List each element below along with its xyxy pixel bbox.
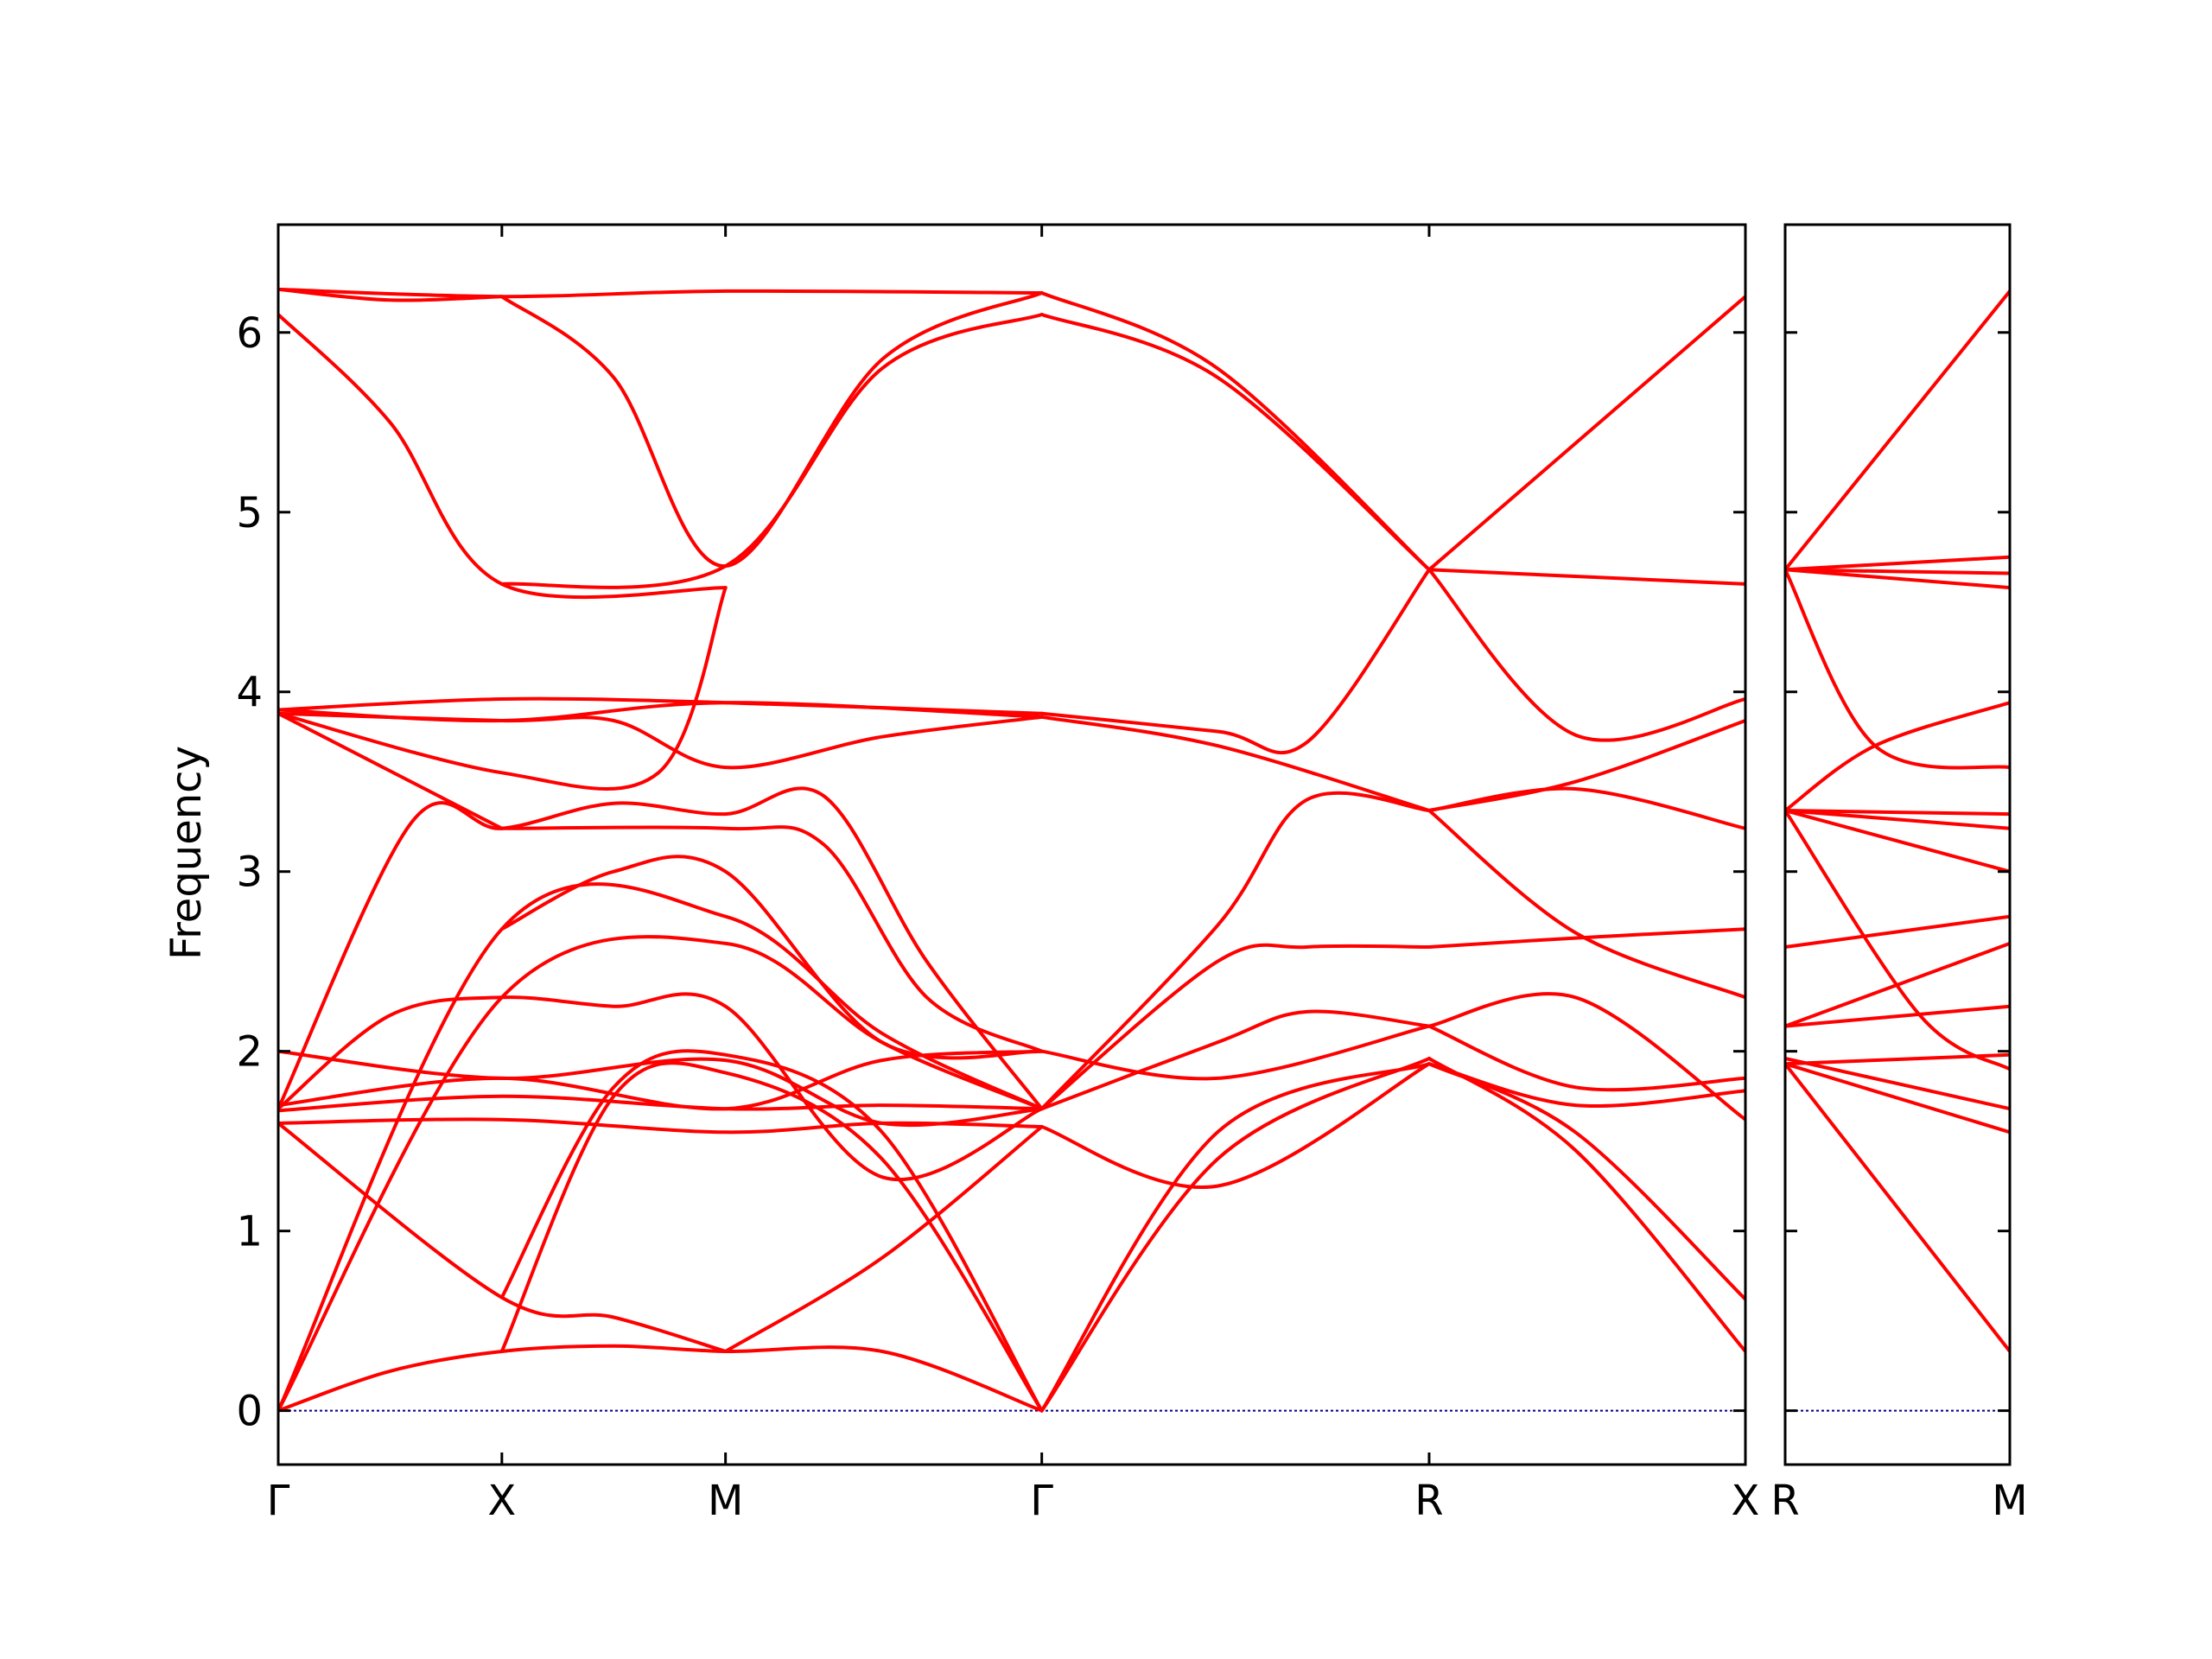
band-line-45 bbox=[1427, 1024, 1745, 1092]
band-line-10 bbox=[1785, 809, 2010, 1071]
plot-frame bbox=[276, 223, 1747, 1466]
band-line-5 bbox=[499, 1061, 1044, 1413]
y-tick-label: 2 bbox=[236, 1028, 263, 1077]
band-line-15 bbox=[499, 855, 1044, 1060]
band-line-3 bbox=[278, 882, 1044, 1413]
x-tick-label: X bbox=[487, 1477, 516, 1525]
band-line-35 bbox=[1039, 1057, 1431, 1413]
band-line-44 bbox=[1427, 992, 1745, 1122]
band-line-30 bbox=[1039, 791, 1431, 1111]
band-line-12 bbox=[278, 992, 1044, 1181]
band-line-46 bbox=[1427, 1062, 1745, 1301]
band-line-8 bbox=[1785, 809, 2010, 830]
band-line-36 bbox=[1039, 1062, 1431, 1413]
band-line-47 bbox=[1427, 1057, 1745, 1353]
band-line-37 bbox=[1427, 568, 1745, 586]
band-line-26 bbox=[1039, 291, 1431, 572]
band-line-20 bbox=[278, 701, 1044, 723]
band-line-17 bbox=[278, 586, 728, 791]
band-line-22 bbox=[278, 287, 1044, 299]
band-line-28 bbox=[1039, 568, 1431, 754]
band-line-39 bbox=[1427, 295, 1745, 572]
band-line-4 bbox=[278, 1121, 728, 1353]
band-line-4 bbox=[1785, 568, 2010, 590]
band-line-7 bbox=[723, 1125, 1044, 1353]
x-tick-label: M bbox=[1992, 1477, 2027, 1525]
x-tick-label: R bbox=[1414, 1477, 1443, 1525]
y-tick-label: 1 bbox=[236, 1208, 263, 1256]
panel-1: 0 1 2 3 4 5 6 Γ X M Γ R X bbox=[236, 223, 1760, 1525]
band-line-16 bbox=[1785, 1062, 2010, 1135]
y-tick-label: 0 bbox=[236, 1388, 263, 1436]
y-tick-label: 4 bbox=[236, 669, 263, 717]
band-line-14 bbox=[1785, 1052, 2010, 1066]
y-tick-label: 6 bbox=[236, 309, 263, 358]
band-line-15 bbox=[1785, 1057, 2010, 1111]
band-line-14 bbox=[499, 825, 1044, 1053]
band-line-11 bbox=[278, 1049, 1044, 1128]
band-line-43 bbox=[1427, 927, 1745, 949]
band-line-1 bbox=[1785, 289, 2010, 572]
band-line-6 bbox=[1785, 701, 2010, 812]
band-line-31 bbox=[1039, 943, 1431, 1111]
band-line-48 bbox=[1427, 1062, 1745, 1108]
band-line-6 bbox=[499, 1049, 1044, 1413]
band-line-12 bbox=[1785, 941, 2010, 1028]
band-line-40 bbox=[1427, 786, 1745, 830]
band-line-11 bbox=[1785, 914, 2010, 949]
band-line-13 bbox=[1785, 1004, 2010, 1028]
band-line-29 bbox=[1039, 715, 1431, 812]
band-line-41 bbox=[1427, 719, 1745, 812]
plot-frame bbox=[1783, 223, 2012, 1466]
band-line-1 bbox=[278, 1344, 1044, 1413]
band-line-2 bbox=[1785, 555, 2010, 572]
band-line-34 bbox=[1039, 1062, 1431, 1189]
band-line-16 bbox=[278, 711, 504, 830]
x-tick-label: X bbox=[1732, 1477, 1760, 1525]
band-line-17 bbox=[1785, 1062, 2010, 1353]
band-line-25 bbox=[499, 313, 1044, 589]
band-line-13 bbox=[278, 786, 1044, 1111]
x-tick-label: Γ bbox=[1030, 1477, 1053, 1525]
y-tick-label: 3 bbox=[236, 849, 263, 897]
band-line-18 bbox=[278, 711, 1044, 770]
x-tick-label: R bbox=[1770, 1477, 1799, 1525]
band-line-27 bbox=[1039, 313, 1431, 572]
band-line-32 bbox=[1039, 1009, 1431, 1111]
band-line-21 bbox=[278, 313, 728, 600]
band-line-23 bbox=[278, 287, 504, 302]
band-line-42 bbox=[1427, 809, 1745, 1000]
band-line-38 bbox=[1427, 568, 1745, 742]
x-tick-label: M bbox=[708, 1477, 743, 1525]
band-group bbox=[278, 287, 1745, 1413]
band-group bbox=[1785, 289, 2010, 1353]
y-tick-label: 5 bbox=[236, 489, 263, 537]
band-line-33 bbox=[1039, 1024, 1431, 1081]
y-axis-label: Frequency bbox=[162, 746, 211, 960]
x-tick-label: Γ bbox=[267, 1477, 290, 1525]
band-line-9 bbox=[1785, 809, 2010, 874]
